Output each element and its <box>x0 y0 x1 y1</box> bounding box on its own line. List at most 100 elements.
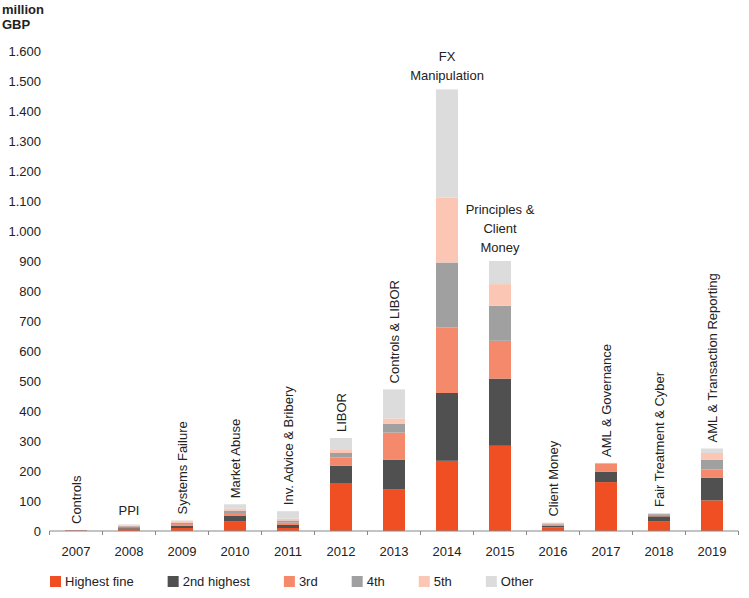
bar-segment <box>648 513 670 515</box>
bar-segment <box>330 466 352 483</box>
bar-segment <box>224 513 246 516</box>
bar-segment <box>383 460 405 490</box>
annotation: FX <box>439 49 456 64</box>
y-tick <box>44 261 46 262</box>
bar-segment <box>436 89 458 197</box>
x-tick-label: 2017 <box>592 544 621 559</box>
x-axis-tick <box>314 531 315 535</box>
x-tick-label: 2014 <box>433 544 462 559</box>
bar-segment <box>65 530 87 531</box>
x-tick-label: 2018 <box>645 544 674 559</box>
bar-segment <box>436 393 458 461</box>
bar-segment <box>330 450 352 453</box>
bar-segment <box>701 470 723 478</box>
annotation: Systems Failure <box>175 421 190 514</box>
legend-swatch <box>352 576 363 587</box>
x-axis-tick <box>420 531 421 535</box>
y-tick <box>44 231 46 232</box>
bar-segment <box>118 525 140 527</box>
legend-label: Other <box>501 574 534 589</box>
bar-segment <box>701 500 723 531</box>
bar-segment <box>383 389 405 418</box>
bar-segment <box>277 523 299 525</box>
bar-segment <box>330 458 352 466</box>
bar-segment <box>542 527 564 531</box>
x-axis-line <box>50 531 739 532</box>
bar-segment <box>330 438 352 450</box>
y-tick-label: 200 <box>19 464 41 479</box>
bar-segment <box>65 530 87 531</box>
annotation: Controls & LIBOR <box>387 280 402 383</box>
bar-segment <box>489 306 511 341</box>
bar-segment <box>542 522 564 523</box>
y-tick-label: 0 <box>34 524 41 539</box>
y-tick <box>44 441 46 442</box>
annotation: AML & Governance <box>599 344 614 457</box>
y-tick <box>44 111 46 112</box>
x-axis-tick <box>579 531 580 535</box>
bar-segment <box>489 341 511 379</box>
x-tick-label: 2013 <box>380 544 409 559</box>
x-axis-tick <box>738 531 739 535</box>
bar-segment <box>224 516 246 521</box>
bar-segment <box>542 524 564 525</box>
y-tick-label: 1.600 <box>8 44 41 59</box>
bar-segment <box>118 526 140 528</box>
x-axis-tick <box>208 531 209 535</box>
bar-segment <box>383 419 405 424</box>
x-axis-tick <box>367 531 368 535</box>
x-axis-tick <box>632 531 633 535</box>
bar-segment <box>171 523 193 524</box>
annotation: AML & Transaction Reporting <box>705 273 720 442</box>
y-tick <box>44 51 46 52</box>
annotation: LIBOR <box>334 393 349 432</box>
bar-segment <box>648 515 670 517</box>
x-axis-tick <box>155 531 156 535</box>
legend-swatch <box>284 576 295 587</box>
bar-segment <box>595 462 617 463</box>
bar-segment <box>648 513 670 514</box>
bar-segment <box>224 521 246 531</box>
bar-segment <box>436 263 458 328</box>
x-tick-label: 2007 <box>62 544 91 559</box>
y-tick <box>44 501 46 502</box>
bar-segment <box>542 523 564 525</box>
y-tick-label: 300 <box>19 434 41 449</box>
bar-segment <box>330 483 352 531</box>
bar-segment <box>277 519 299 521</box>
bar-segment <box>277 511 299 519</box>
bar-segment <box>171 521 193 523</box>
bar-segment <box>648 513 670 515</box>
bar-segment <box>224 504 246 508</box>
bar-segment <box>224 511 246 513</box>
y-tick <box>44 141 46 142</box>
chart: millionGBP01002003004005006007008009001.… <box>0 0 749 598</box>
legend-swatch <box>50 576 61 587</box>
y-tick <box>44 531 46 532</box>
x-tick-label: 2015 <box>486 544 515 559</box>
y-tick-label: 600 <box>19 344 41 359</box>
bar-segment <box>595 482 617 531</box>
bar-segment <box>436 461 458 531</box>
legend-label: 5th <box>434 574 452 589</box>
bar-segment <box>383 490 405 531</box>
legend-label: 2nd highest <box>183 574 251 589</box>
y-tick-label: 500 <box>19 374 41 389</box>
bars <box>65 89 723 531</box>
bar-segment <box>436 198 458 263</box>
y-tick-label: 1.100 <box>8 194 41 209</box>
x-tick-label: 2011 <box>274 544 302 559</box>
y-tick <box>44 291 46 292</box>
annotation: Controls <box>69 475 84 524</box>
y-tick-label: 1.500 <box>8 74 41 89</box>
bar-segment <box>595 462 617 463</box>
y-tick-label: 100 <box>19 494 41 509</box>
bar-segment <box>595 464 617 472</box>
bar-segment <box>701 460 723 470</box>
bar-segment <box>436 328 458 393</box>
bar-segment <box>118 525 140 527</box>
bar-segment <box>330 453 352 458</box>
annotation: Client Money <box>546 440 561 516</box>
annotation: Fair Treatment & Cyber <box>652 371 667 507</box>
annotation: Principles & <box>466 202 535 217</box>
